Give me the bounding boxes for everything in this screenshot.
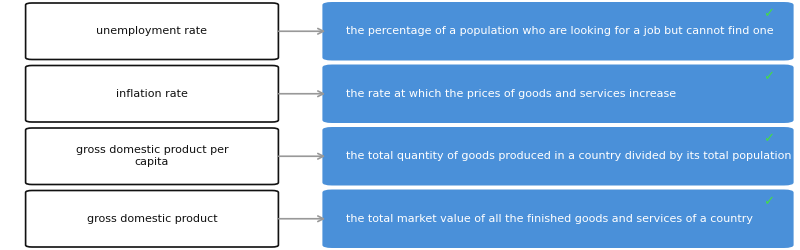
Text: ✓: ✓ <box>763 8 774 20</box>
FancyBboxPatch shape <box>26 66 278 122</box>
FancyBboxPatch shape <box>322 64 794 123</box>
Text: the total quantity of goods produced in a country divided by its total populatio: the total quantity of goods produced in … <box>346 151 792 161</box>
FancyBboxPatch shape <box>26 128 278 184</box>
FancyBboxPatch shape <box>26 190 278 247</box>
Text: ✓: ✓ <box>763 132 774 145</box>
FancyBboxPatch shape <box>26 3 278 59</box>
Text: ✓: ✓ <box>763 195 774 208</box>
Text: gross domestic product per
capita: gross domestic product per capita <box>76 146 228 167</box>
Text: the rate at which the prices of goods and services increase: the rate at which the prices of goods an… <box>346 89 677 99</box>
FancyBboxPatch shape <box>322 127 794 186</box>
Text: inflation rate: inflation rate <box>116 89 188 99</box>
Text: gross domestic product: gross domestic product <box>86 214 218 224</box>
Text: the percentage of a population who are looking for a job but cannot find one: the percentage of a population who are l… <box>346 26 774 36</box>
Text: the total market value of all the finished goods and services of a country: the total market value of all the finish… <box>346 214 754 224</box>
Text: ✓: ✓ <box>763 70 774 83</box>
Text: unemployment rate: unemployment rate <box>97 26 207 36</box>
FancyBboxPatch shape <box>322 190 794 248</box>
FancyBboxPatch shape <box>322 2 794 60</box>
